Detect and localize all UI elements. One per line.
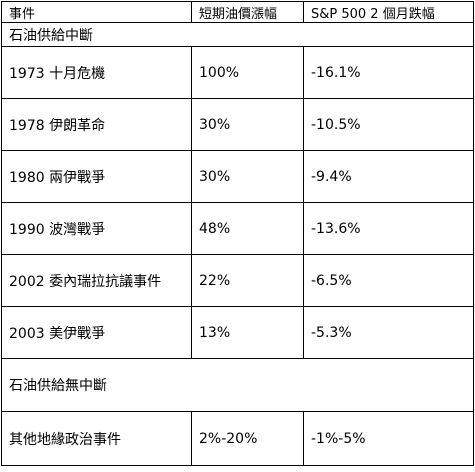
table-row: 1978 伊朗革命 30% -10.5% [1,98,474,151]
oil-rise-cell: 13% [191,306,304,359]
event-cell: 2003 美伊戰爭 [1,306,192,359]
event-cell: 2002 委內瑞拉抗議事件 [1,254,192,307]
oil-rise-cell: 48% [191,202,304,255]
sp-drop-cell: -1%-5% [303,411,474,466]
event-cell: 1990 波灣戰爭 [1,202,192,255]
table-row: 1980 兩伊戰爭 30% -9.4% [1,150,474,203]
oil-rise-cell: 30% [191,150,304,203]
event-cell: 1978 伊朗革命 [1,98,192,151]
sp-drop-cell: -16.1% [303,46,474,99]
sp-drop-cell: -13.6% [303,202,474,255]
table-row: 1990 波灣戰爭 48% -13.6% [1,202,474,255]
oil-rise-cell: 100% [191,46,304,99]
header-event: 事件 [1,1,192,23]
sp-drop-cell: -6.5% [303,254,474,307]
table-row: 1973 十月危機 100% -16.1% [1,46,474,99]
section-row-supply-not-disrupted: 石油供給無中斷 [1,358,474,412]
table-row: 2003 美伊戰爭 13% -5.3% [1,306,474,359]
section-label-supply-disrupted: 石油供給中斷 [1,22,474,47]
sp-drop-cell: -5.3% [303,306,474,359]
table-row: 其他地緣政治事件 2%-20% -1%-5% [1,411,474,466]
oil-rise-cell: 22% [191,254,304,307]
oil-rise-cell: 30% [191,98,304,151]
event-cell: 1973 十月危機 [1,46,192,99]
event-cell: 其他地緣政治事件 [1,411,192,466]
header-row: 事件 短期油價漲幅 S&P 500 2 個月跌幅 [1,1,474,23]
section-label-supply-not-disrupted: 石油供給無中斷 [1,358,474,412]
header-sp-drop: S&P 500 2 個月跌幅 [303,1,474,23]
header-oil-rise: 短期油價漲幅 [191,1,304,23]
oil-rise-cell: 2%-20% [191,411,304,466]
table-row: 2002 委內瑞拉抗議事件 22% -6.5% [1,254,474,307]
sp-drop-cell: -9.4% [303,150,474,203]
sp-drop-cell: -10.5% [303,98,474,151]
section-row-supply-disrupted: 石油供給中斷 [1,22,474,47]
event-cell: 1980 兩伊戰爭 [1,150,192,203]
